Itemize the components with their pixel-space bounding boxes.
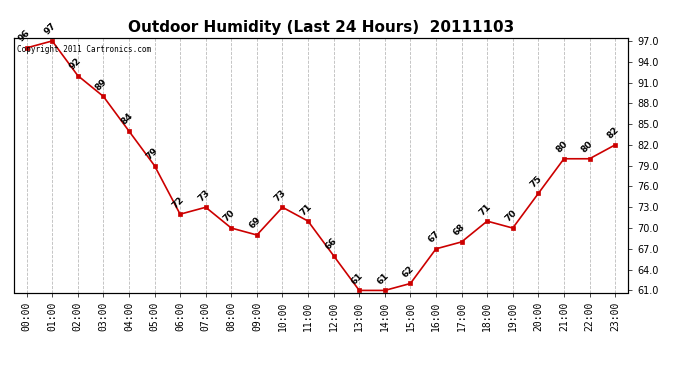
Text: 75: 75 xyxy=(529,174,544,189)
Text: 80: 80 xyxy=(580,140,595,154)
Text: 72: 72 xyxy=(170,195,186,210)
Text: Copyright 2011 Cartronics.com: Copyright 2011 Cartronics.com xyxy=(17,45,151,54)
Text: 67: 67 xyxy=(426,230,442,244)
Text: 71: 71 xyxy=(477,202,493,217)
Text: 82: 82 xyxy=(605,126,620,141)
Text: 96: 96 xyxy=(17,28,32,44)
Text: 68: 68 xyxy=(452,222,467,238)
Text: 70: 70 xyxy=(503,209,518,224)
Text: 61: 61 xyxy=(350,271,365,286)
Title: Outdoor Humidity (Last 24 Hours)  20111103: Outdoor Humidity (Last 24 Hours) 2011110… xyxy=(128,20,514,35)
Text: 62: 62 xyxy=(401,264,416,279)
Text: 80: 80 xyxy=(554,140,569,154)
Text: 70: 70 xyxy=(221,209,237,224)
Text: 79: 79 xyxy=(145,146,160,162)
Text: 73: 73 xyxy=(273,188,288,203)
Text: 61: 61 xyxy=(375,271,391,286)
Text: 92: 92 xyxy=(68,56,83,72)
Text: 84: 84 xyxy=(119,112,135,127)
Text: 97: 97 xyxy=(43,21,58,37)
Text: 69: 69 xyxy=(247,216,262,231)
Text: 89: 89 xyxy=(94,77,109,92)
Text: 71: 71 xyxy=(298,202,314,217)
Text: 66: 66 xyxy=(324,236,339,252)
Text: 73: 73 xyxy=(196,188,211,203)
